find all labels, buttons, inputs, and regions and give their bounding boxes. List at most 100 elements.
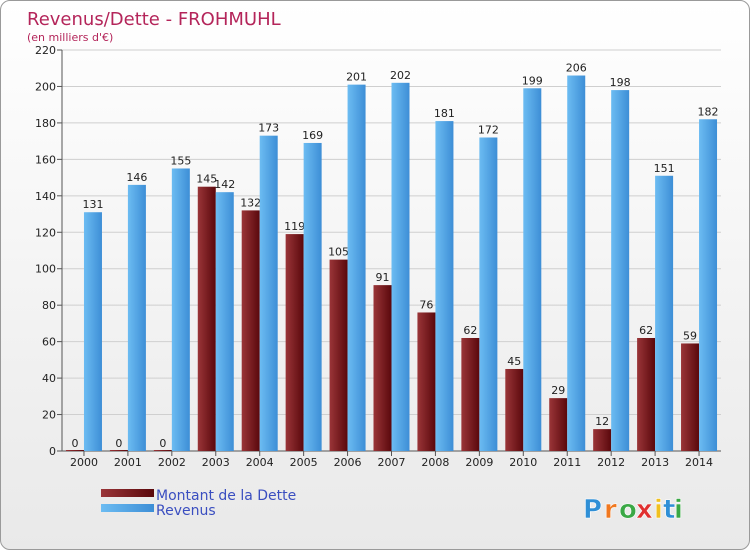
x-tick-label: 2003 bbox=[202, 456, 230, 469]
data-label: 119 bbox=[284, 220, 305, 233]
data-label: 0 bbox=[115, 437, 122, 450]
x-tick-label: 2000 bbox=[70, 456, 98, 469]
y-tick-label: 220 bbox=[35, 44, 56, 57]
bar-revenus bbox=[171, 168, 190, 451]
logo-letter: i bbox=[674, 495, 683, 525]
bar-revenus bbox=[347, 84, 366, 451]
legend-swatch bbox=[101, 489, 154, 497]
data-label: 131 bbox=[82, 198, 103, 211]
x-tick-label: 2005 bbox=[290, 456, 318, 469]
logo-letter: r bbox=[604, 495, 617, 525]
chart-title: Revenus/Dette - FROHMUHL bbox=[27, 9, 281, 30]
bar-revenus bbox=[479, 137, 498, 451]
bar-revenus bbox=[391, 82, 410, 452]
x-tick-label: 2011 bbox=[553, 456, 581, 469]
data-label: 62 bbox=[639, 324, 653, 337]
data-label: 145 bbox=[196, 173, 217, 186]
y-tick-label: 160 bbox=[35, 153, 56, 166]
y-tick-label: 40 bbox=[42, 372, 56, 385]
data-label: 169 bbox=[302, 129, 323, 142]
bar-revenus bbox=[435, 121, 454, 451]
data-label: 173 bbox=[258, 122, 279, 135]
bar-dette bbox=[549, 398, 568, 451]
chart-subtitle: (en milliers d'€) bbox=[27, 31, 113, 44]
y-tick-label: 100 bbox=[35, 263, 56, 276]
data-label: 45 bbox=[507, 355, 521, 368]
x-tick-label: 2007 bbox=[378, 456, 406, 469]
x-tick-label: 2013 bbox=[641, 456, 669, 469]
x-tick-label: 2012 bbox=[597, 456, 625, 469]
data-label: 132 bbox=[240, 196, 261, 209]
data-label: 59 bbox=[683, 329, 697, 342]
bar-revenus bbox=[83, 212, 102, 451]
bar-revenus bbox=[611, 90, 630, 451]
data-label: 142 bbox=[214, 178, 235, 191]
bar-dette bbox=[461, 337, 480, 451]
data-label: 202 bbox=[390, 69, 411, 82]
logo-letter: P bbox=[583, 495, 602, 525]
logo-letter: i bbox=[654, 495, 663, 525]
bar-revenus bbox=[127, 184, 146, 451]
x-tick-label: 2014 bbox=[685, 456, 713, 469]
bar-revenus bbox=[259, 135, 278, 451]
bar-dette bbox=[373, 285, 392, 451]
bar-dette bbox=[241, 210, 260, 451]
data-label: 76 bbox=[419, 298, 433, 311]
y-tick-label: 80 bbox=[42, 299, 56, 312]
y-tick-label: 120 bbox=[35, 226, 56, 239]
data-label: 29 bbox=[551, 384, 565, 397]
data-label: 182 bbox=[698, 105, 719, 118]
bar-dette bbox=[505, 368, 524, 451]
data-label: 201 bbox=[346, 71, 367, 84]
data-label: 146 bbox=[126, 171, 147, 184]
x-tick-label: 2002 bbox=[158, 456, 186, 469]
data-label: 199 bbox=[522, 74, 543, 87]
data-label: 151 bbox=[654, 162, 675, 175]
legend-label: Montant de la Dette bbox=[156, 488, 296, 504]
data-label: 181 bbox=[434, 107, 455, 120]
legend-label: Revenus bbox=[156, 503, 216, 519]
logo-letter: t bbox=[663, 495, 675, 525]
x-tick-label: 2006 bbox=[334, 456, 362, 469]
y-tick-label: 200 bbox=[35, 80, 56, 93]
x-tick-label: 2001 bbox=[114, 456, 142, 469]
y-tick-label: 140 bbox=[35, 190, 56, 203]
bar-dette bbox=[285, 234, 304, 451]
data-label: 172 bbox=[478, 123, 499, 136]
x-axis: 2000 2001 2002 2003 2004 2005 2006 2007 2008 2009… bbox=[70, 451, 713, 469]
bar-dette bbox=[417, 312, 436, 451]
data-label: 198 bbox=[610, 76, 631, 89]
logo-letter: x bbox=[636, 495, 653, 525]
data-label: 91 bbox=[376, 271, 390, 284]
bar-revenus bbox=[215, 192, 234, 451]
bar-revenus bbox=[567, 75, 586, 451]
bar-dette bbox=[197, 186, 216, 452]
bar-revenus bbox=[523, 88, 542, 451]
bar-revenus bbox=[699, 119, 718, 451]
bar-dette bbox=[65, 450, 84, 451]
data-label: 0 bbox=[159, 437, 166, 450]
bar-dette bbox=[153, 450, 172, 451]
data-label: 206 bbox=[566, 62, 587, 75]
x-tick-label: 2004 bbox=[246, 456, 274, 469]
data-label: 105 bbox=[328, 246, 349, 259]
bar-dette bbox=[593, 429, 612, 451]
x-tick-label: 2009 bbox=[465, 456, 493, 469]
bar-revenus bbox=[655, 175, 674, 451]
data-label: 62 bbox=[463, 324, 477, 337]
y-tick-label: 20 bbox=[42, 409, 56, 422]
data-label: 12 bbox=[595, 415, 609, 428]
data-label: 155 bbox=[170, 154, 191, 167]
y-tick-label: 60 bbox=[42, 336, 56, 349]
y-tick-label: 0 bbox=[49, 445, 56, 458]
bar-dette bbox=[329, 259, 348, 451]
data-label: 0 bbox=[71, 437, 78, 450]
bar-dette bbox=[109, 450, 128, 451]
bar-dette bbox=[637, 337, 656, 451]
legend-swatch bbox=[101, 504, 154, 512]
